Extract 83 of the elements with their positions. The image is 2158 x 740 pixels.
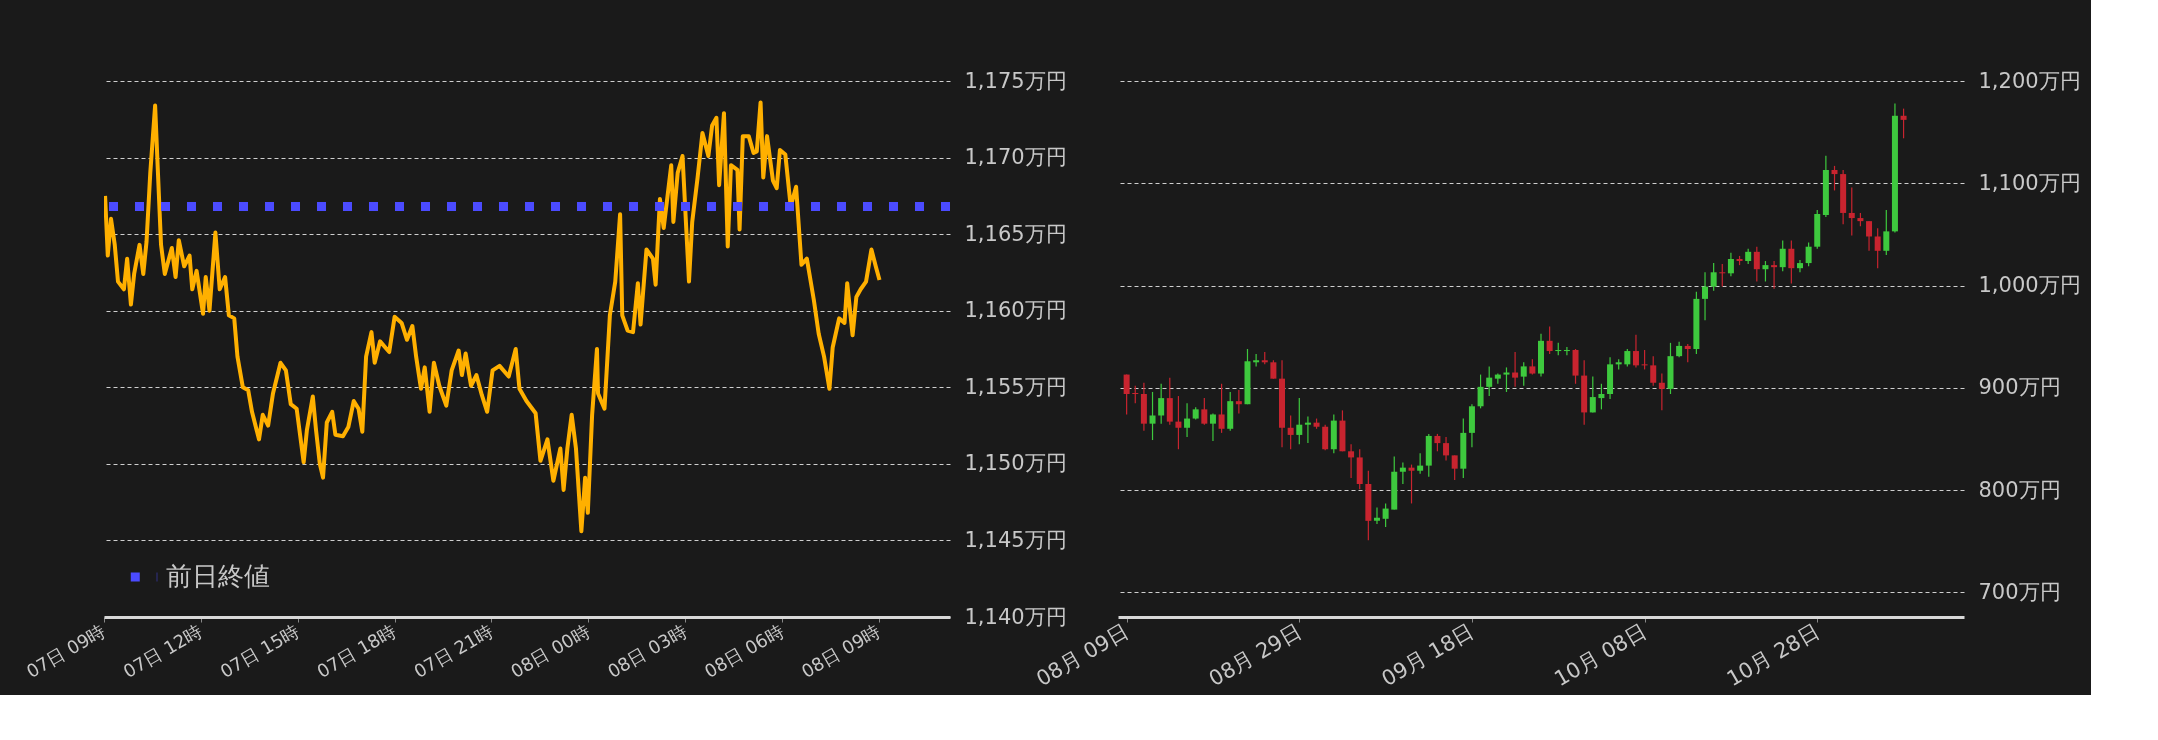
candlestick bbox=[1771, 260, 1778, 290]
candlestick bbox=[1158, 383, 1165, 425]
x-tick-label: 07日 12時 bbox=[119, 620, 206, 683]
candlestick bbox=[1866, 220, 1873, 252]
candlestick bbox=[1598, 383, 1605, 410]
x-tick-label: 07日 15時 bbox=[216, 620, 303, 683]
candlestick bbox=[1563, 346, 1570, 356]
candlestick bbox=[1399, 461, 1406, 485]
candlestick bbox=[1184, 402, 1191, 438]
y-tick-label: 1,170万円 bbox=[964, 145, 1067, 170]
candlestick bbox=[1710, 262, 1717, 292]
candlestick bbox=[1296, 397, 1303, 445]
x-tick-label: 09月 18日 bbox=[1377, 619, 1478, 692]
candlestick bbox=[1443, 436, 1450, 462]
candlestick bbox=[1166, 377, 1173, 426]
candlestick bbox=[1848, 186, 1855, 237]
candlestick bbox=[1874, 227, 1881, 269]
candlestick bbox=[1287, 414, 1294, 450]
x-tick-label: 08日 00時 bbox=[507, 620, 594, 683]
x-tick-label: 07日 21時 bbox=[410, 620, 497, 683]
x-tick-label: 07日 18時 bbox=[313, 620, 400, 683]
candlestick bbox=[1753, 246, 1760, 283]
y-tick-label: 1,160万円 bbox=[964, 298, 1067, 323]
x-tick-label: 10月 28日 bbox=[1722, 619, 1824, 692]
candlestick bbox=[1209, 412, 1216, 442]
y-tick-label: 1,200万円 bbox=[1978, 68, 2081, 93]
x-tick-label: 08月 29日 bbox=[1204, 619, 1306, 692]
candlestick bbox=[1253, 353, 1260, 367]
candlestick bbox=[1322, 424, 1329, 451]
candlestick bbox=[1702, 271, 1709, 321]
candlestick bbox=[1149, 391, 1156, 441]
legend-label: 前日終値 bbox=[166, 561, 270, 591]
candlestick bbox=[1658, 372, 1665, 411]
candlestick bbox=[1373, 506, 1380, 525]
candlestick bbox=[1477, 373, 1484, 409]
y-tick-label: 1,175万円 bbox=[964, 68, 1067, 93]
y-tick-label: 700万円 bbox=[1978, 579, 2061, 604]
candlestick bbox=[1719, 263, 1726, 288]
candlestick bbox=[1684, 343, 1691, 363]
y-tick-label: 1,150万円 bbox=[964, 451, 1067, 476]
y-tick-label: 1,145万円 bbox=[964, 527, 1067, 552]
candlestick bbox=[1382, 502, 1389, 528]
candlestick bbox=[1520, 361, 1527, 387]
candlestick bbox=[1348, 443, 1355, 479]
candlestick bbox=[1650, 355, 1657, 387]
candlestick bbox=[1641, 349, 1648, 371]
candlestick bbox=[1546, 325, 1553, 355]
candlestick bbox=[1451, 454, 1458, 481]
candlestick bbox=[1486, 365, 1493, 397]
candlestick bbox=[1883, 209, 1890, 256]
y-tick-label: 800万円 bbox=[1978, 477, 2061, 502]
candlestick bbox=[1270, 359, 1277, 380]
candlestick bbox=[1408, 463, 1415, 505]
candlestick bbox=[1503, 366, 1510, 393]
x-tick-label: 08日 06時 bbox=[700, 620, 788, 683]
y-tick-label: 1,140万円 bbox=[964, 604, 1067, 629]
candlestick bbox=[1417, 452, 1424, 475]
y-tick-label: 1,000万円 bbox=[1978, 273, 2081, 298]
candlestick bbox=[1175, 395, 1182, 450]
y-tick-label: 900万円 bbox=[1978, 375, 2061, 400]
x-tick-label: 08日 09時 bbox=[797, 620, 884, 683]
y-tick-label: 1,165万円 bbox=[964, 221, 1067, 246]
candlestick bbox=[1831, 165, 1838, 192]
candlestick bbox=[1304, 415, 1311, 444]
candlestick bbox=[1796, 259, 1803, 273]
candlestick bbox=[1512, 351, 1519, 388]
candlestick bbox=[1762, 260, 1769, 283]
x-tick-label: 10月 08日 bbox=[1550, 619, 1651, 692]
candlestick bbox=[1218, 383, 1225, 434]
candlestick bbox=[1123, 373, 1130, 416]
y-tick-label: 1,155万円 bbox=[964, 374, 1067, 399]
candlestick bbox=[1589, 376, 1596, 414]
candlestick bbox=[1632, 334, 1639, 369]
x-tick-label: 07日 09時 bbox=[22, 620, 109, 683]
x-tick-label: 08日 03時 bbox=[603, 620, 691, 683]
y-tick-label: 1,100万円 bbox=[1978, 170, 2081, 195]
candlestick bbox=[1201, 397, 1208, 426]
candlestick bbox=[1900, 108, 1907, 139]
candlestick bbox=[1235, 389, 1242, 415]
candlestick bbox=[1779, 239, 1786, 272]
candlestick bbox=[1805, 242, 1812, 267]
candlestick bbox=[1727, 252, 1734, 277]
candlestick bbox=[1788, 239, 1795, 285]
